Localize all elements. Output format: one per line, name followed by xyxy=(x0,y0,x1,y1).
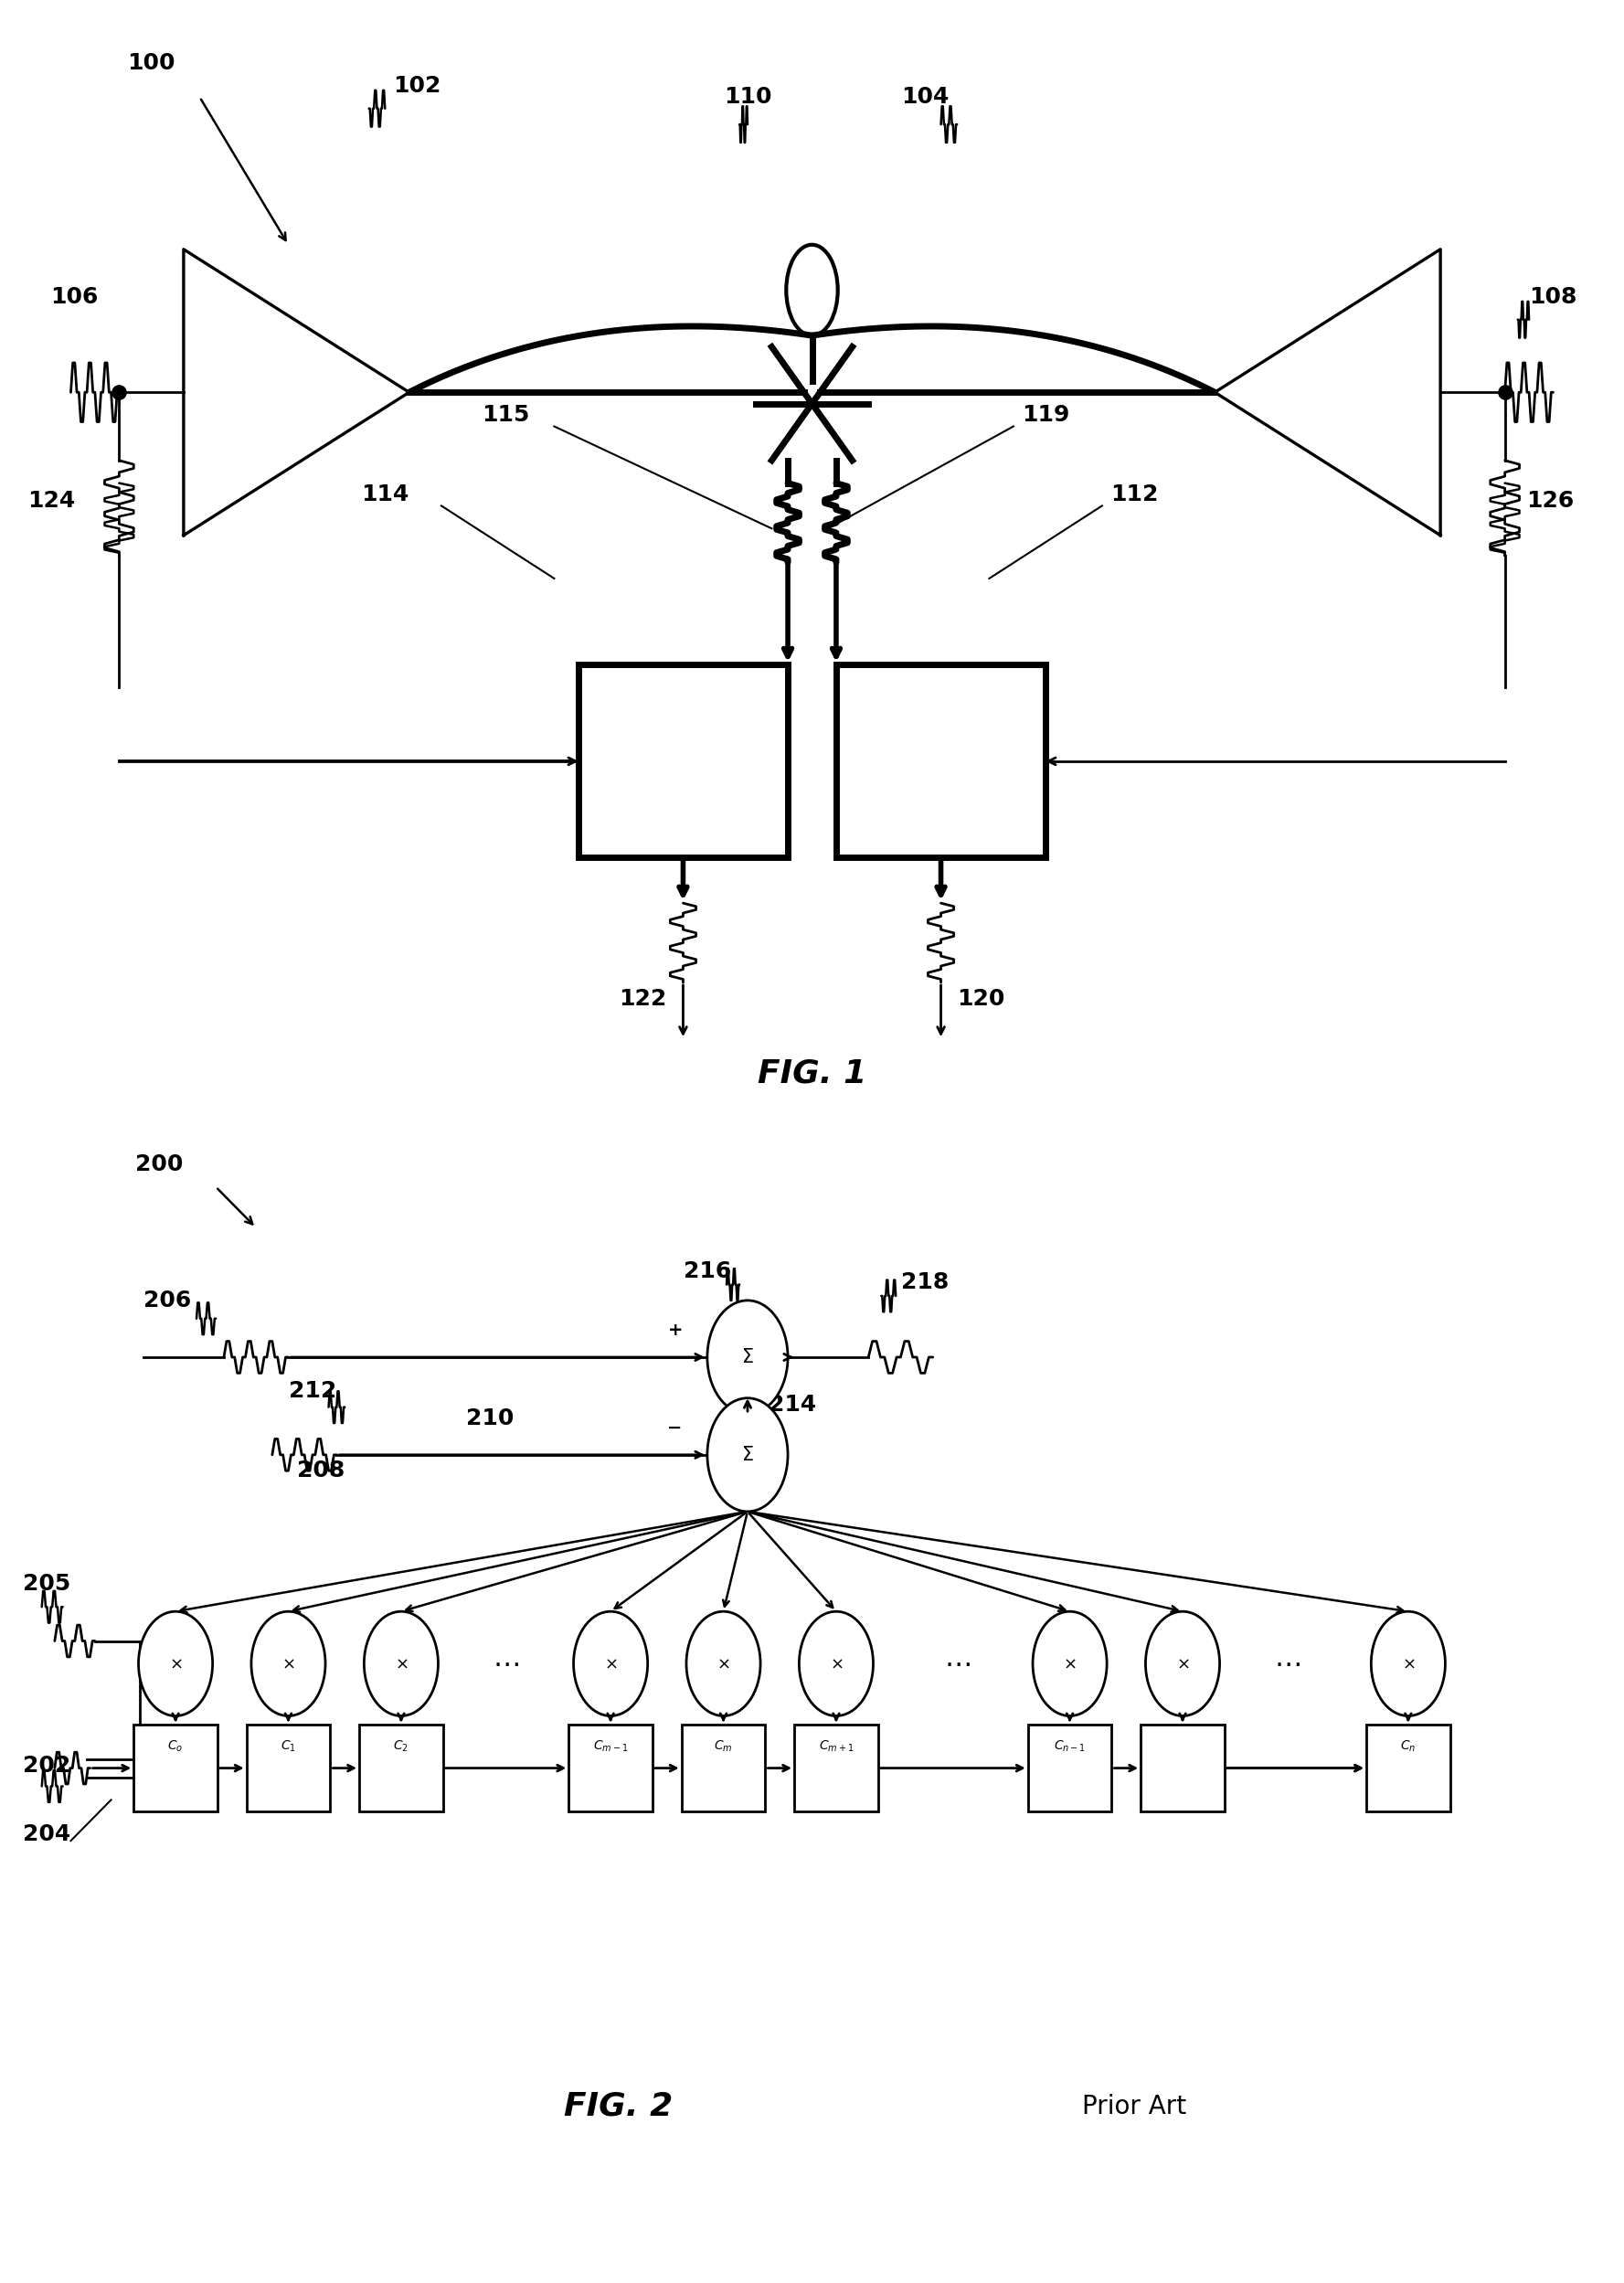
Text: $\times$: $\times$ xyxy=(830,1655,843,1671)
Text: $C_{n-1}$: $C_{n-1}$ xyxy=(1054,1740,1086,1753)
Text: 104: 104 xyxy=(901,87,948,107)
Text: 205: 205 xyxy=(23,1573,70,1596)
Text: 200: 200 xyxy=(135,1153,184,1176)
Text: $C_{m+1}$: $C_{m+1}$ xyxy=(818,1740,854,1753)
Text: 210: 210 xyxy=(466,1409,513,1429)
Text: 112: 112 xyxy=(1111,484,1158,505)
Text: 122: 122 xyxy=(619,989,667,1009)
Text: $\times$: $\times$ xyxy=(1176,1655,1189,1671)
Text: $\times$: $\times$ xyxy=(604,1655,617,1671)
Circle shape xyxy=(708,1301,788,1413)
Text: $\times$: $\times$ xyxy=(1402,1655,1415,1671)
Bar xyxy=(1028,1726,1112,1810)
Text: $C_o$: $C_o$ xyxy=(167,1740,184,1753)
Text: $\Sigma$: $\Sigma$ xyxy=(741,1445,754,1463)
Text: $\cdots$: $\cdots$ xyxy=(492,1651,520,1678)
Text: $C_{m-1}$: $C_{m-1}$ xyxy=(593,1740,628,1753)
Bar xyxy=(359,1726,443,1810)
Text: 118: 118 xyxy=(619,822,667,845)
Circle shape xyxy=(364,1612,438,1717)
Circle shape xyxy=(708,1397,788,1511)
Text: +: + xyxy=(667,1322,682,1338)
Text: 214: 214 xyxy=(768,1395,817,1415)
Circle shape xyxy=(138,1612,213,1717)
Text: 116: 116 xyxy=(893,822,940,845)
Text: 206: 206 xyxy=(143,1290,192,1310)
Circle shape xyxy=(1145,1612,1220,1717)
Circle shape xyxy=(799,1612,874,1717)
Text: $\cdots$: $\cdots$ xyxy=(944,1651,970,1678)
Text: $\times$: $\times$ xyxy=(1064,1655,1077,1671)
Text: 124: 124 xyxy=(28,491,75,511)
Text: FIG. 2: FIG. 2 xyxy=(564,2091,672,2121)
Text: −: − xyxy=(667,1418,682,1436)
Bar xyxy=(794,1726,879,1810)
Text: 102: 102 xyxy=(393,75,442,96)
Text: 202: 202 xyxy=(23,1756,70,1776)
Text: 208: 208 xyxy=(297,1459,344,1482)
Text: 204: 204 xyxy=(23,1824,70,1845)
Text: 115: 115 xyxy=(482,404,529,427)
Text: 216: 216 xyxy=(684,1260,731,1281)
Text: 100: 100 xyxy=(127,53,175,73)
Text: 114: 114 xyxy=(361,484,409,505)
Bar xyxy=(682,1726,765,1810)
Text: $\times$: $\times$ xyxy=(716,1655,731,1671)
Text: $\Sigma$: $\Sigma$ xyxy=(741,1347,754,1365)
Text: FIG. 1: FIG. 1 xyxy=(757,1057,867,1089)
Text: Prior Art: Prior Art xyxy=(1082,2094,1187,2119)
Bar xyxy=(247,1726,330,1810)
Text: 108: 108 xyxy=(1530,285,1577,308)
Text: 218: 218 xyxy=(901,1272,948,1292)
Text: $\times$: $\times$ xyxy=(169,1655,182,1671)
Text: $\times$: $\times$ xyxy=(395,1655,408,1671)
Text: $C_2$: $C_2$ xyxy=(393,1740,409,1753)
Text: 106: 106 xyxy=(50,285,97,308)
Bar xyxy=(133,1726,218,1810)
Bar xyxy=(568,1726,653,1810)
Text: 120: 120 xyxy=(957,989,1005,1009)
Text: $C_1$: $C_1$ xyxy=(281,1740,296,1753)
Text: 126: 126 xyxy=(1527,491,1574,511)
Text: $\cdots$: $\cdots$ xyxy=(1275,1651,1301,1678)
Text: $\times$: $\times$ xyxy=(281,1655,296,1671)
Circle shape xyxy=(1371,1612,1445,1717)
Bar xyxy=(1140,1726,1224,1810)
Text: 119: 119 xyxy=(1021,404,1070,427)
Bar xyxy=(1366,1726,1450,1810)
Circle shape xyxy=(252,1612,325,1717)
Bar xyxy=(836,664,1046,858)
Circle shape xyxy=(687,1612,760,1717)
Text: 212: 212 xyxy=(289,1381,336,1402)
Bar xyxy=(578,664,788,858)
Circle shape xyxy=(573,1612,648,1717)
Circle shape xyxy=(1033,1612,1108,1717)
Text: $C_m$: $C_m$ xyxy=(715,1740,732,1753)
Text: $C_n$: $C_n$ xyxy=(1400,1740,1416,1753)
Text: 110: 110 xyxy=(724,87,771,107)
